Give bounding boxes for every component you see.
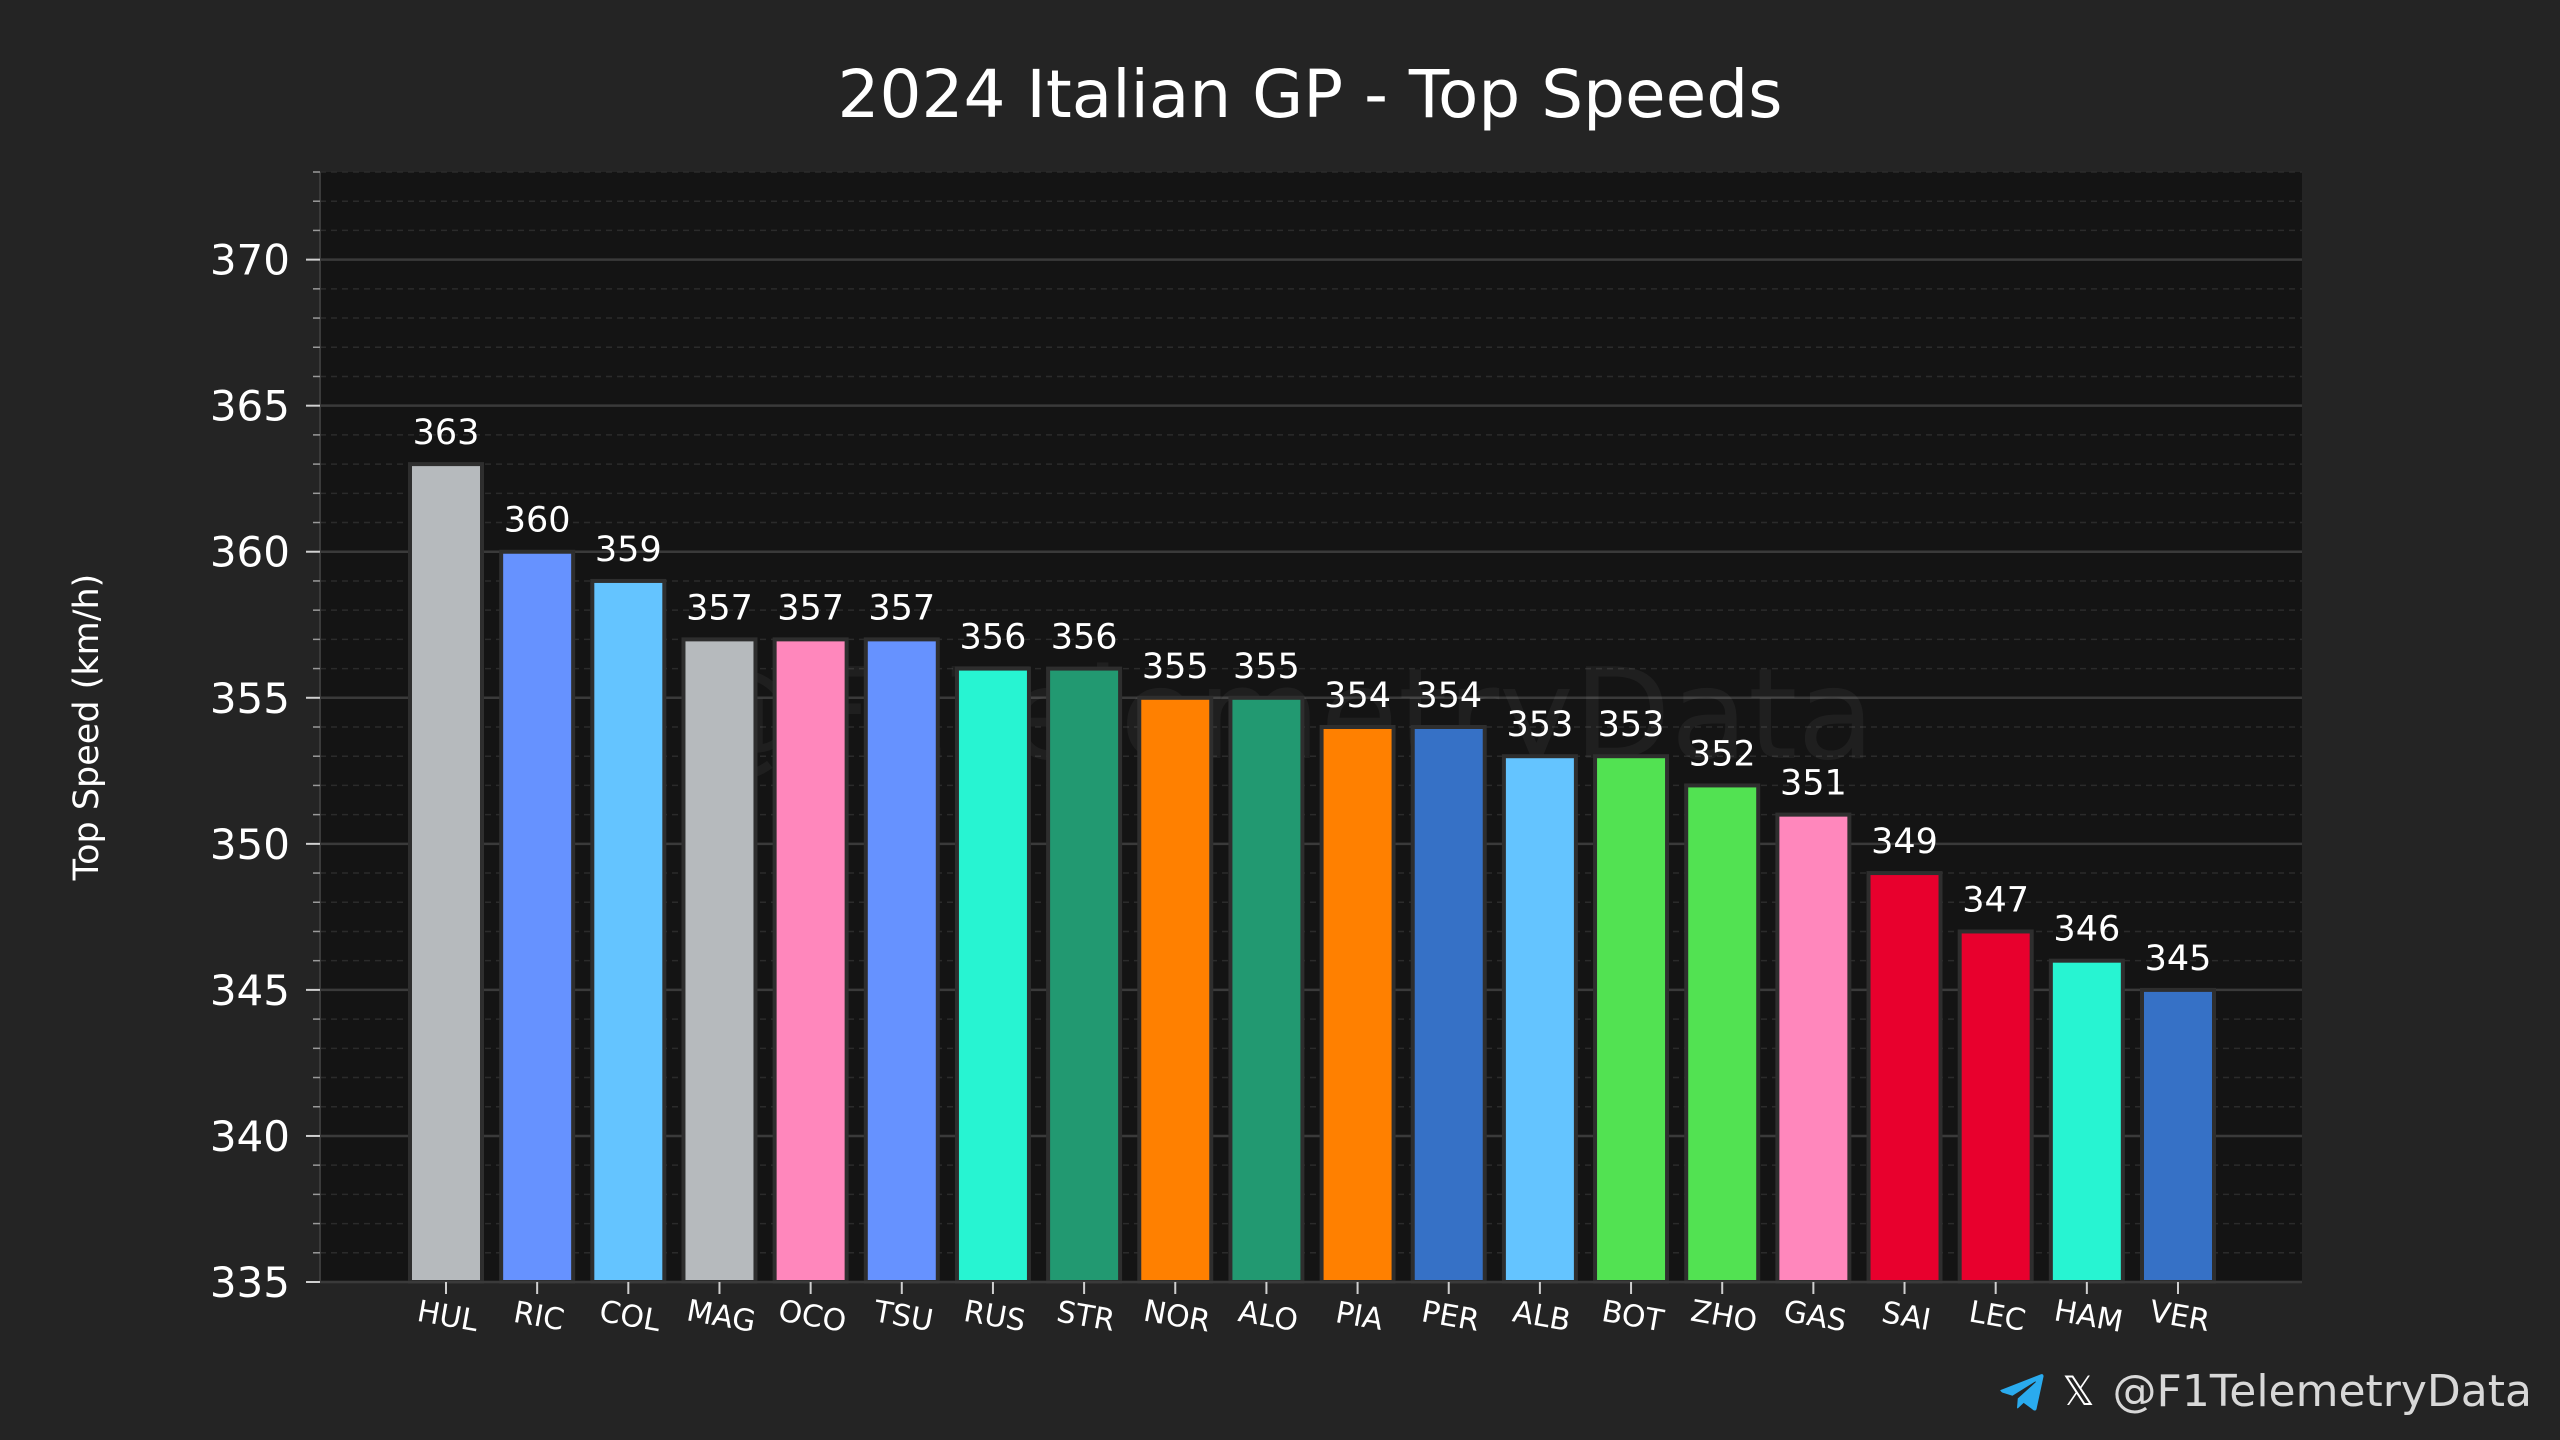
value-label-str: 356	[1051, 618, 1118, 658]
bar-str	[1046, 666, 1123, 1284]
bar-lec	[1957, 929, 2034, 1284]
x-tick-label-ric: RIC	[511, 1295, 567, 1338]
bar-col	[590, 578, 667, 1284]
bar-oco	[772, 637, 849, 1284]
bar-pia	[1319, 725, 1396, 1284]
bar-gas	[1775, 812, 1852, 1284]
y-axis-label: Top Speed (km/h)	[67, 574, 107, 882]
y-tick-label: 350	[210, 820, 290, 869]
value-label-pia: 354	[1324, 676, 1391, 716]
telegram-icon[interactable]	[1998, 1372, 2044, 1412]
value-label-ham: 346	[2053, 910, 2120, 950]
x-tick-label-sai: SAI	[1879, 1295, 1933, 1338]
y-tick-label: 340	[210, 1112, 290, 1161]
bars	[408, 462, 2216, 1285]
bar-alb	[1501, 754, 1578, 1284]
value-label-sai: 349	[1871, 822, 1938, 862]
value-label-oco: 357	[777, 588, 844, 628]
y-axis-ticks: 335 340 345 350 355 360 365 370	[210, 171, 320, 1307]
y-tick-label: 360	[210, 528, 290, 577]
value-label-rus: 356	[960, 618, 1027, 658]
value-label-mag: 357	[686, 588, 753, 628]
value-label-col: 359	[595, 530, 662, 570]
bar-mag	[681, 637, 758, 1284]
bar-ric	[499, 549, 576, 1284]
bar-sai	[1866, 871, 1943, 1284]
value-labels: 363 360 359 357 357 357 356 356 355 355 354 354 353 3…	[413, 413, 2212, 979]
bar-hul	[408, 462, 484, 1284]
bar-ham	[2048, 958, 2125, 1284]
y-tick-label: 345	[210, 966, 290, 1015]
value-label-ver: 345	[2145, 939, 2212, 979]
bar-zho	[1684, 783, 1761, 1285]
value-label-tsu: 357	[868, 588, 935, 628]
value-label-lec: 347	[1962, 880, 2029, 920]
value-label-gas: 351	[1780, 764, 1847, 804]
value-label-ric: 360	[504, 501, 571, 541]
x-icon[interactable]: 𝕏	[2062, 1369, 2095, 1415]
bar-tsu	[863, 637, 940, 1284]
y-tick-label: 365	[210, 382, 290, 431]
value-label-hul: 363	[413, 413, 480, 453]
value-label-per: 354	[1415, 676, 1482, 716]
x-tick-label-pia: PIA	[1333, 1295, 1386, 1338]
value-label-nor: 355	[1142, 647, 1209, 687]
value-label-alb: 353	[1506, 705, 1573, 745]
bar-nor	[1137, 695, 1214, 1284]
bar-rus	[954, 666, 1031, 1284]
chart-title: 2024 Italian GP - Top Speeds	[837, 56, 1782, 133]
value-label-alo: 355	[1233, 647, 1300, 687]
value-label-zho: 352	[1689, 734, 1756, 774]
bar-ver	[2140, 987, 2216, 1284]
y-tick-label: 355	[210, 674, 290, 723]
value-label-bot: 353	[1598, 705, 1665, 745]
y-tick-label: 335	[210, 1258, 290, 1307]
y-tick-label: 370	[210, 236, 290, 285]
bar-alo	[1228, 695, 1305, 1284]
bar-per	[1410, 725, 1487, 1284]
credit-handle[interactable]: @F1TelemetryData	[2112, 1366, 2532, 1417]
credit: 𝕏 @F1TelemetryData	[1998, 1360, 2532, 1424]
bar-bot	[1593, 754, 1670, 1284]
